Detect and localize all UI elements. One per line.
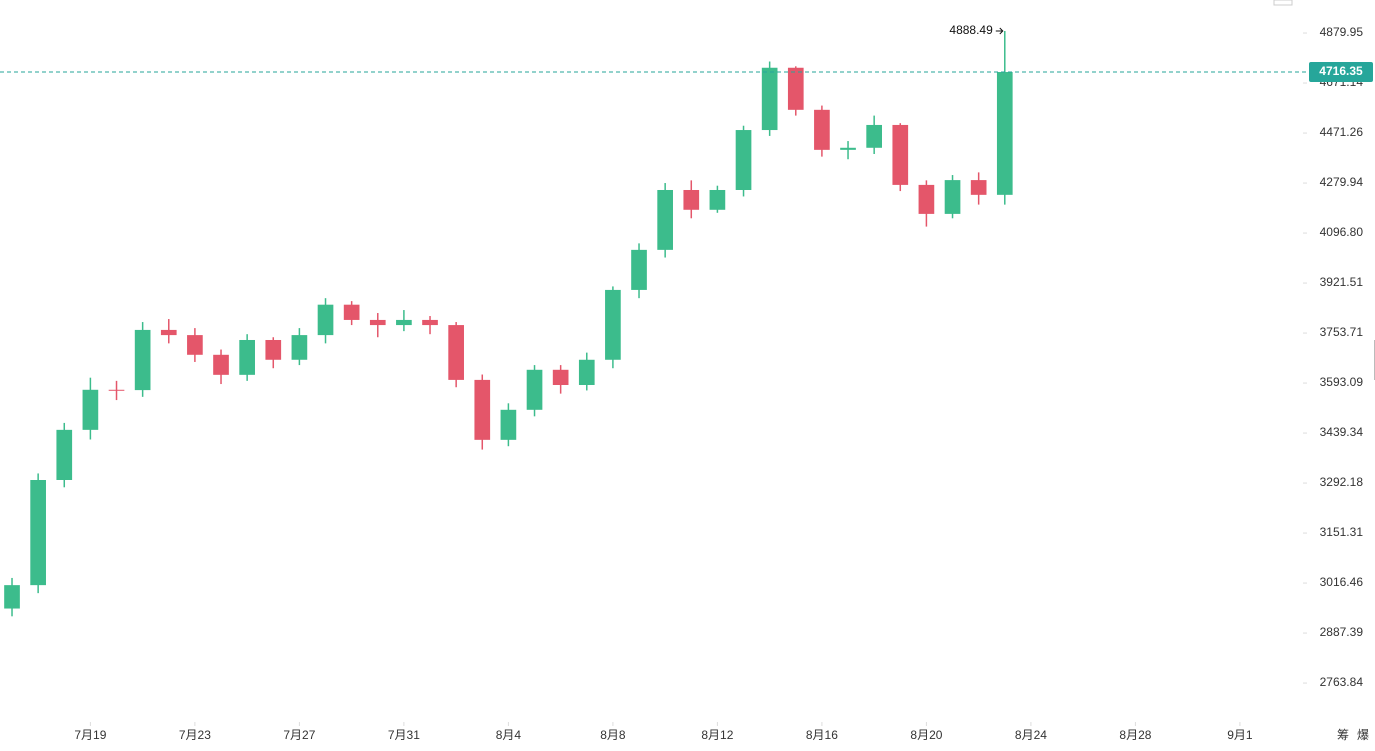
candle-body bbox=[500, 409, 517, 440]
candle-body bbox=[578, 359, 595, 385]
candle-body bbox=[735, 130, 752, 190]
toolbar-button[interactable]: 筹 bbox=[1337, 728, 1349, 742]
y-tick-label: 3593.09 bbox=[1320, 375, 1364, 389]
toolbar-button[interactable]: 爆 bbox=[1357, 728, 1369, 742]
x-tick-label: 8月8 bbox=[600, 728, 626, 742]
x-tick-label: 8月4 bbox=[496, 728, 522, 742]
x-tick-label: 7月27 bbox=[283, 728, 315, 742]
x-tick-label: 7月19 bbox=[74, 728, 106, 742]
candle-body bbox=[160, 329, 177, 336]
y-tick-label: 4471.26 bbox=[1320, 125, 1364, 139]
candle-body bbox=[422, 319, 438, 326]
x-tick-label: 8月12 bbox=[701, 728, 733, 742]
y-tick-label: 3921.51 bbox=[1320, 275, 1364, 289]
x-tick-label: 8月24 bbox=[1015, 728, 1047, 742]
x-tick-label: 8月20 bbox=[910, 728, 942, 742]
x-tick-label: 7月23 bbox=[179, 728, 211, 742]
candle-body bbox=[369, 319, 386, 326]
candle-body bbox=[605, 289, 621, 360]
candle-body bbox=[866, 124, 882, 148]
high-annotation: 4888.49 bbox=[949, 23, 993, 37]
y-tick-label: 3753.71 bbox=[1320, 325, 1364, 339]
candle-body bbox=[187, 335, 203, 355]
candle-body bbox=[343, 304, 360, 320]
corner-button[interactable] bbox=[1273, 0, 1293, 6]
candle-body bbox=[474, 379, 491, 440]
x-tick-label: 8月16 bbox=[806, 728, 838, 742]
candle-body bbox=[709, 189, 726, 210]
candle-body bbox=[918, 184, 935, 214]
candle-body bbox=[30, 479, 46, 586]
y-tick-label: 4879.95 bbox=[1320, 25, 1364, 39]
y-tick-label: 2887.39 bbox=[1320, 625, 1364, 639]
x-tick-label: 9月1 bbox=[1227, 728, 1253, 742]
candle-body bbox=[840, 147, 856, 150]
y-tick-label: 3151.31 bbox=[1320, 525, 1364, 539]
price-label-box bbox=[1309, 62, 1373, 83]
candle-body bbox=[56, 429, 73, 480]
candle-body bbox=[213, 354, 229, 375]
candle-body bbox=[291, 335, 308, 360]
y-tick-label: 2763.84 bbox=[1320, 675, 1364, 689]
candle-body bbox=[970, 180, 987, 195]
candle-body bbox=[761, 67, 778, 131]
high-arrow bbox=[995, 27, 1004, 35]
y-tick-label: 3016.46 bbox=[1320, 575, 1364, 589]
candle-body bbox=[317, 304, 334, 336]
y-tick-label: 4096.80 bbox=[1320, 225, 1364, 239]
candle-body bbox=[631, 249, 647, 290]
candle-body bbox=[787, 67, 804, 110]
candle-body bbox=[552, 369, 569, 385]
y-tick-label: 3292.18 bbox=[1320, 475, 1364, 489]
candle-body bbox=[892, 124, 909, 185]
x-tick-label: 8月28 bbox=[1119, 728, 1151, 742]
y-tick-label: 4279.94 bbox=[1320, 175, 1364, 189]
candle-body bbox=[996, 72, 1013, 195]
candle-body bbox=[944, 180, 961, 214]
y-tick-label: 3439.34 bbox=[1320, 425, 1364, 439]
candle-body bbox=[526, 369, 543, 410]
candle-body bbox=[4, 585, 20, 609]
candle-body bbox=[134, 329, 151, 391]
candle-body bbox=[657, 189, 673, 250]
candle-body bbox=[814, 109, 830, 150]
x-tick-label: 7月31 bbox=[388, 728, 420, 742]
candle-body bbox=[448, 325, 464, 380]
candle-body bbox=[396, 319, 412, 326]
candle-body bbox=[265, 339, 282, 360]
candle-body bbox=[683, 189, 700, 210]
price-label: 4716.35 bbox=[1319, 64, 1363, 78]
candle-body bbox=[82, 389, 99, 430]
candle-body bbox=[108, 389, 125, 391]
candle-body bbox=[239, 339, 255, 375]
